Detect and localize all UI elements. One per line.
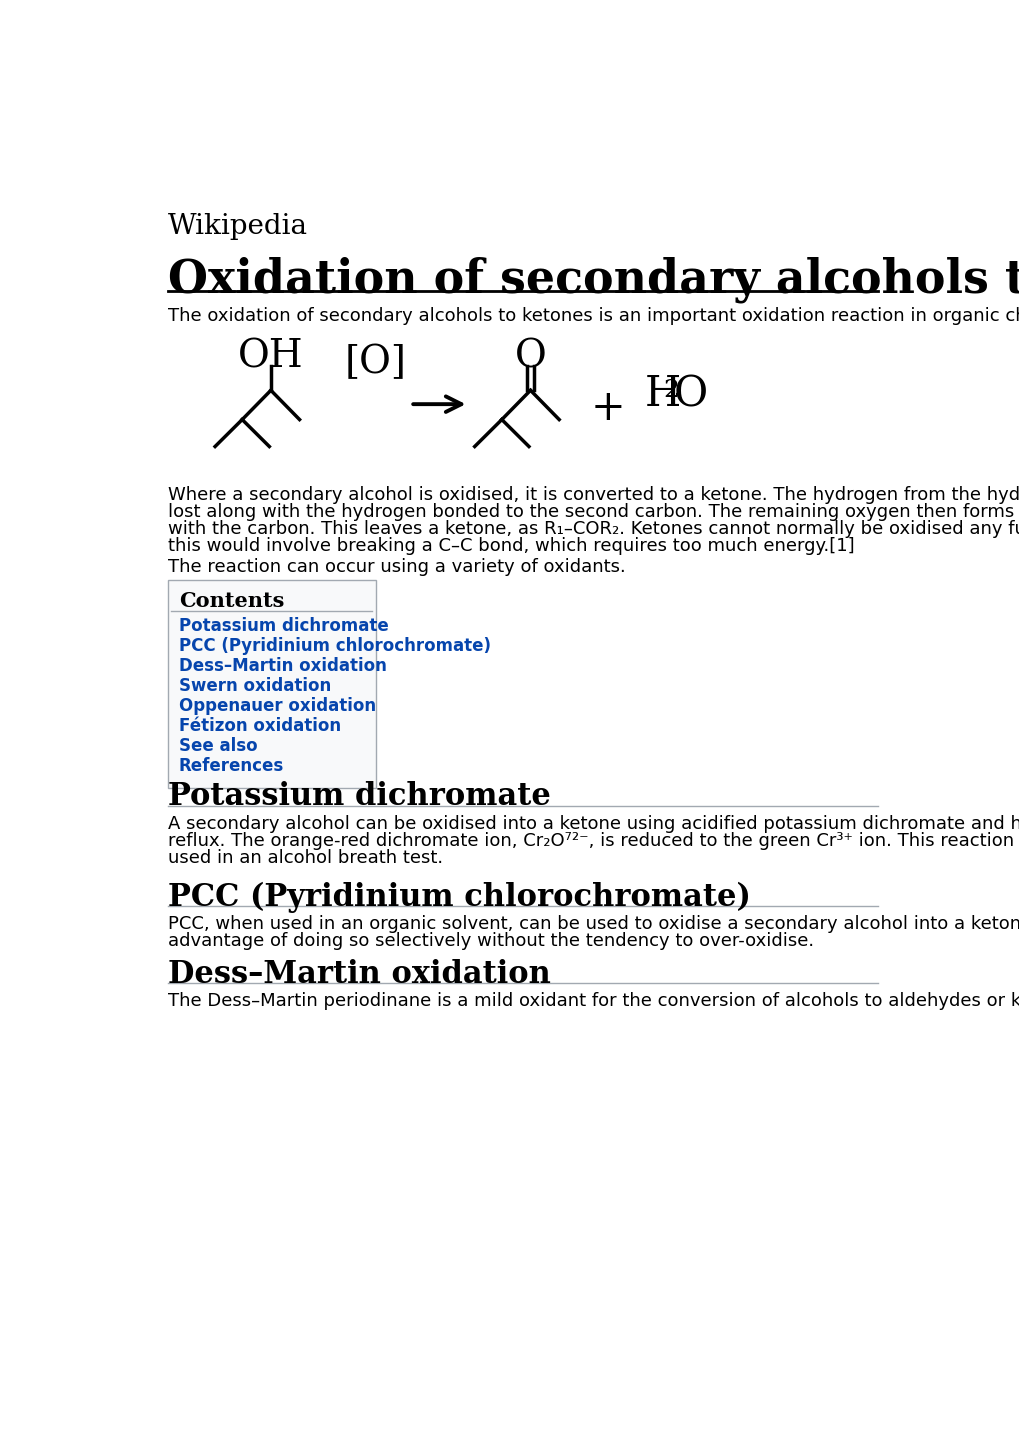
Text: +: + [590, 387, 625, 429]
Text: The oxidation of secondary alcohols to ketones is an important oxidation reactio: The oxidation of secondary alcohols to k… [168, 307, 1019, 325]
Text: References: References [178, 756, 283, 775]
Text: The reaction can occur using a variety of oxidants.: The reaction can occur using a variety o… [168, 558, 625, 576]
Text: Dess–Martin oxidation: Dess–Martin oxidation [168, 958, 550, 990]
Text: PCC (Pyridinium chlorochromate): PCC (Pyridinium chlorochromate) [168, 882, 750, 913]
Text: Oppenauer oxidation: Oppenauer oxidation [178, 697, 375, 714]
Text: reflux. The orange-red dichromate ion, Cr₂O⁷²⁻, is reduced to the green Cr³⁺ ion: reflux. The orange-red dichromate ion, C… [168, 833, 1019, 850]
Text: O: O [674, 374, 707, 416]
Bar [168, 580, 375, 788]
Text: Fétizon oxidation: Fétizon oxidation [178, 717, 340, 734]
Text: used in an alcohol breath test.: used in an alcohol breath test. [168, 850, 442, 867]
Text: OH: OH [237, 339, 304, 375]
Text: Contents: Contents [178, 590, 283, 610]
Text: this would involve breaking a C–C bond, which requires too much energy.[1]: this would involve breaking a C–C bond, … [168, 537, 854, 554]
Text: Potassium dichromate: Potassium dichromate [168, 782, 550, 812]
Text: A secondary alcohol can be oxidised into a ketone using acidified potassium dich: A secondary alcohol can be oxidised into… [168, 815, 1019, 834]
Text: PCC, when used in an organic solvent, can be used to oxidise a secondary alcohol: PCC, when used in an organic solvent, ca… [168, 915, 1019, 934]
Text: The Dess–Martin periodinane is a mild oxidant for the conversion of alcohols to : The Dess–Martin periodinane is a mild ox… [168, 993, 1019, 1010]
Text: advantage of doing so selectively without the tendency to over-oxidise.: advantage of doing so selectively withou… [168, 932, 813, 951]
Text: PCC (Pyridinium chlorochromate): PCC (Pyridinium chlorochromate) [178, 636, 490, 655]
Text: Wikipedia: Wikipedia [168, 214, 308, 240]
Text: lost along with the hydrogen bonded to the second carbon. The remaining oxygen t: lost along with the hydrogen bonded to t… [168, 502, 1019, 521]
Text: with the carbon. This leaves a ketone, as R₁–COR₂. Ketones cannot normally be ox: with the carbon. This leaves a ketone, a… [168, 519, 1019, 538]
Text: Potassium dichromate: Potassium dichromate [178, 616, 388, 635]
Text: Dess–Martin oxidation: Dess–Martin oxidation [178, 657, 386, 675]
Text: Where a secondary alcohol is oxidised, it is converted to a ketone. The hydrogen: Where a secondary alcohol is oxidised, i… [168, 486, 1019, 504]
Text: O: O [515, 339, 546, 375]
Text: See also: See also [178, 737, 257, 755]
Text: Oxidation of secondary alcohols to ketones: Oxidation of secondary alcohols to keton… [168, 257, 1019, 303]
Text: H: H [645, 374, 681, 416]
Text: Swern oxidation: Swern oxidation [178, 677, 330, 694]
Text: [O]: [O] [344, 343, 407, 381]
Text: 2: 2 [663, 378, 679, 401]
